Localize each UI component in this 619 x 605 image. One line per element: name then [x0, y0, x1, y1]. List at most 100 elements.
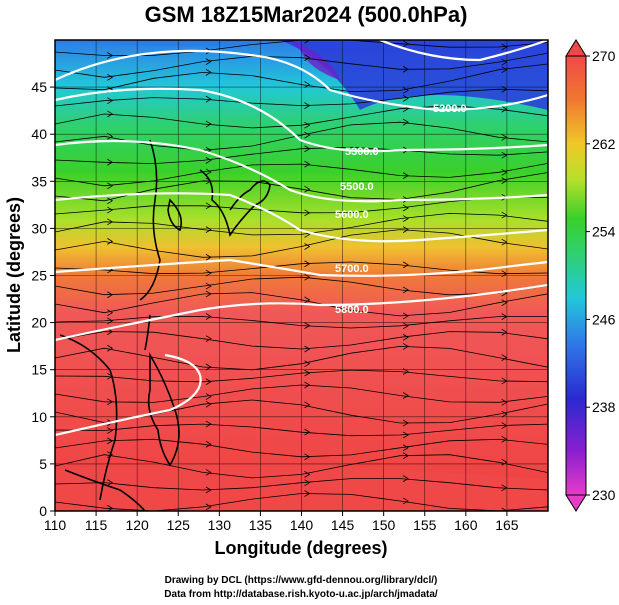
streamline-arrow: [107, 291, 114, 299]
streamline-arrow: [107, 52, 114, 59]
x-tick-label: 135: [249, 517, 273, 533]
colorbar-body: [565, 55, 587, 496]
streamline-arrow: [402, 65, 409, 73]
streamline-arrow: [402, 452, 409, 460]
streamline-arrow: [402, 475, 409, 482]
plot-area: 5200.0 5300.0 5500.0 5600.0 5700.0 5800.…: [55, 40, 548, 511]
x-axis-ticks: 110 115 120 125 130 135 140 145 150 155 160 165: [44, 511, 519, 533]
streamline-arrow: [107, 451, 114, 459]
streamline-arrow: [107, 437, 114, 445]
streamline-arrow: [304, 296, 311, 304]
korea-coast: [167, 198, 183, 232]
streamline-arrow: [304, 160, 311, 168]
streamline-arrow: [304, 360, 311, 368]
streamline-arrow: [304, 345, 311, 353]
streamline-arrow: [107, 206, 114, 214]
china-coast: [139, 139, 161, 301]
streamline-arrow: [304, 401, 311, 409]
streamline-arrow: [402, 322, 409, 330]
streamline-arrow: [304, 145, 311, 153]
x-tick-label: 130: [208, 517, 232, 533]
cool-north-west: [55, 40, 250, 47]
streamline-arrow: [402, 95, 409, 102]
streamline-arrow: [107, 197, 114, 205]
y-tick-label: 35: [31, 173, 47, 189]
streamline-arrow: [205, 202, 212, 210]
colorbar-tick-label: 246: [592, 311, 616, 327]
streamline-arrow: [402, 215, 409, 222]
streamline-arrow: [205, 253, 212, 261]
streamline-arrow: [304, 490, 311, 497]
streamline-arrow: [107, 218, 114, 226]
streamline-arrow: [107, 158, 114, 166]
streamline-arrow: [304, 322, 311, 329]
streamline-arrow: [402, 286, 409, 294]
x-tick-label: 145: [331, 517, 355, 533]
x-tick-label: 150: [372, 517, 396, 533]
x-tick-label: 110: [44, 517, 67, 533]
streamline-arrow: [107, 73, 114, 81]
contour-label-5300: 5300.0: [345, 146, 379, 158]
streamline-arrow: [402, 312, 409, 320]
streamline-arrow: [107, 427, 114, 434]
streamline-arrow: [402, 172, 409, 179]
streamline-arrow: [304, 243, 311, 250]
credit-data: Data from http://database.rish.kyoto-u.a…: [164, 589, 438, 600]
y-tick-label: 40: [31, 126, 47, 142]
streamline-arrow: [205, 95, 212, 103]
contour-label-5200: 5200.0: [433, 103, 467, 115]
x-tick-label: 140: [290, 517, 314, 533]
colorbar-tick-label: 238: [592, 399, 616, 415]
y-tick-label: 25: [31, 268, 47, 284]
height-contours: [55, 40, 548, 437]
streamline-arrow: [205, 393, 212, 400]
streamline-arrow: [107, 398, 114, 406]
streamline-arrow: [205, 282, 212, 290]
streamline-arrow: [205, 400, 212, 408]
contour-5500: [55, 139, 548, 203]
streamline-arrow: [205, 157, 212, 164]
streamline-arrow: [304, 131, 311, 139]
streamline-arrow: [304, 260, 311, 268]
y-tick-label: 45: [31, 79, 47, 95]
streamline-arrow: [304, 81, 311, 88]
streamline-arrow: [205, 290, 212, 298]
streamline-arrow: [107, 182, 114, 190]
streamline-arrow: [107, 238, 114, 245]
y-tick-label: 10: [31, 409, 47, 425]
borneo-coast: [64, 469, 146, 511]
streamline-arrow: [304, 54, 311, 61]
x-tick-label: 160: [454, 517, 478, 533]
streamline-arrow: [205, 269, 212, 277]
streamline-arrow: [205, 168, 212, 176]
streamline-arrow: [205, 486, 212, 494]
contour-5200: [55, 49, 548, 112]
streamline-arrow: [107, 328, 114, 335]
contour-label-5700: 5700.0: [335, 263, 369, 275]
y-axis-label: Latitude (degrees): [4, 197, 24, 353]
y-axis-ticks: 0 5 10 15 20 25 30 35 40 45: [31, 79, 55, 519]
x-tick-label: 165: [495, 517, 519, 533]
contour-5800: [55, 283, 548, 342]
contour-5600: [55, 192, 548, 243]
credit-dcl: Drawing by DCL (https://www.gfd-dennou.o…: [165, 575, 438, 586]
streamline-arrow: [304, 471, 311, 478]
x-axis-label: Longitude (degrees): [214, 538, 387, 558]
streamline-arrow: [402, 118, 409, 126]
streamline-arrow: [402, 497, 409, 505]
streamline-arrow: [205, 420, 212, 428]
streamline-arrow: [402, 261, 409, 269]
streamline-arrow: [402, 444, 409, 452]
streamline-arrow: [304, 453, 311, 461]
contour-5900: [55, 353, 202, 437]
streamline-arrow: [402, 40, 409, 48]
cold-core-region: [280, 40, 548, 110]
colorbar-ticks: 230 238 246 254 262 270: [586, 48, 616, 503]
streamline-arrow: [205, 440, 212, 448]
streamline-arrow: [107, 479, 114, 486]
streamline-arrow: [205, 226, 212, 233]
streamline-arrow: [402, 204, 409, 212]
y-tick-label: 15: [31, 362, 47, 378]
streamline-arrow: [205, 503, 212, 511]
